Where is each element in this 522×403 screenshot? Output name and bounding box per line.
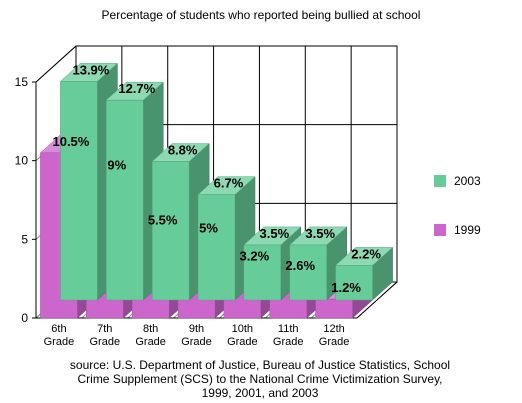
- y-tick-label: 5: [21, 232, 28, 246]
- legend-swatch-2003: [434, 175, 446, 187]
- data-label-1999: 5%: [199, 220, 218, 235]
- y-tick-label: 0: [21, 311, 28, 325]
- data-label-1999: 5.5%: [148, 212, 178, 227]
- y-tick-label: 10: [15, 154, 29, 168]
- source-line: Crime Supplement (SCS) to the National C…: [77, 372, 443, 386]
- x-tick-label: 8th Grade: [135, 323, 166, 348]
- data-label-1999: 3.2%: [240, 249, 270, 264]
- x-tick-label: 7th Grade: [89, 323, 120, 348]
- bar-2003: [197, 194, 236, 301]
- x-tick-label: 10th Grade: [227, 323, 258, 348]
- chart-title: Percentage of students who reported bein…: [101, 8, 421, 22]
- source-line: 1999, 2001, and 2003: [201, 386, 319, 400]
- legend-swatch-1999: [434, 224, 446, 236]
- data-label-1999: 2.6%: [285, 258, 315, 273]
- data-label-2003: 13.9%: [72, 62, 109, 77]
- data-label-1999: 9%: [107, 157, 126, 172]
- source-note: source: U.S. Department of Justice, Bure…: [40, 358, 480, 400]
- data-label-2003: 8.8%: [168, 143, 198, 158]
- data-label-2003: 6.7%: [214, 176, 244, 191]
- bar-1999: [315, 298, 353, 319]
- data-label-1999: 1.2%: [331, 280, 361, 295]
- data-label-2003: 12.7%: [118, 81, 155, 96]
- floor-edge: [356, 281, 398, 319]
- bar-2003: [335, 265, 373, 301]
- data-label-2003: 2.2%: [351, 246, 381, 261]
- legend-label-1999: 1999: [454, 223, 481, 237]
- legend-label-2003: 2003: [454, 174, 481, 188]
- data-label-2003: 3.5%: [260, 226, 290, 241]
- data-label-1999: 10.5%: [52, 134, 89, 149]
- bar-2003: [106, 99, 144, 301]
- x-tick-label: 6th Grade: [44, 323, 75, 348]
- bar-2003: [151, 161, 190, 301]
- source-line: source: U.S. Department of Justice, Bure…: [69, 358, 451, 372]
- y-tick-label: 15: [15, 75, 29, 89]
- x-tick-label: 11th Grade: [273, 323, 304, 348]
- wall-edge: [35, 45, 77, 83]
- x-tick-label: 12th Grade: [319, 323, 350, 348]
- bar-2003: [243, 244, 282, 301]
- bar-2003: [289, 244, 327, 301]
- x-tick-label: 9th Grade: [181, 323, 212, 348]
- data-label-2003: 3.5%: [305, 226, 335, 241]
- bar-2003: [60, 81, 98, 301]
